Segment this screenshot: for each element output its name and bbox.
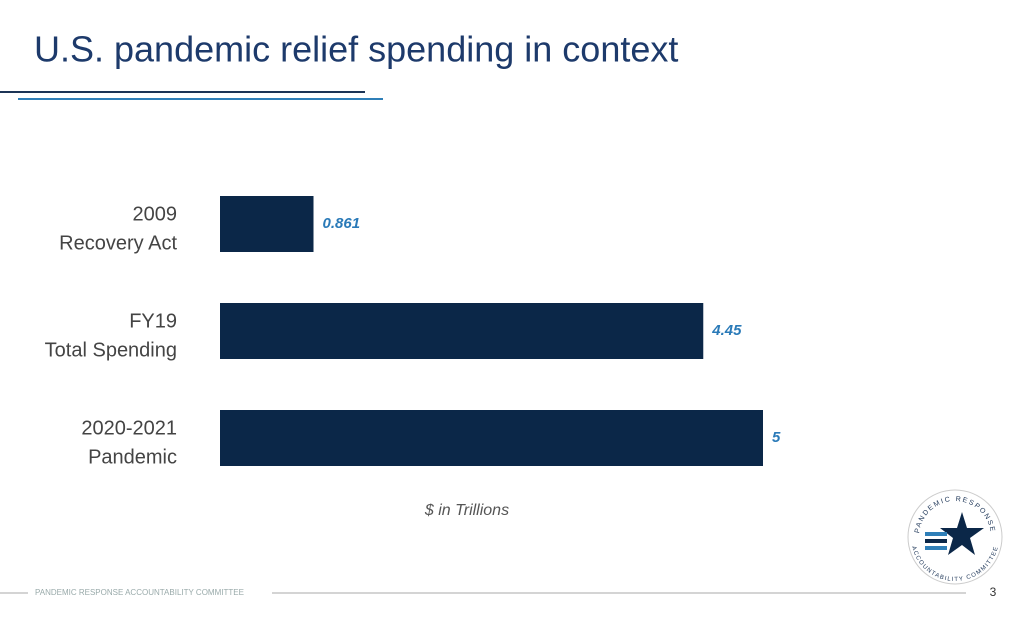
slide-title: U.S. pandemic relief spending in context xyxy=(34,29,678,70)
footer-text: PANDEMIC RESPONSE ACCOUNTABILITY COMMITT… xyxy=(35,588,244,597)
logo-stripe xyxy=(925,539,947,543)
category-label: Recovery Act xyxy=(59,232,177,254)
logo-stripe xyxy=(925,546,947,550)
category-label: Total Spending xyxy=(45,339,177,361)
category-label: 2009 xyxy=(133,203,178,225)
category-label: Pandemic xyxy=(88,446,177,468)
x-axis-label: $ in Trillions xyxy=(424,502,509,519)
value-label: 4.45 xyxy=(711,322,742,339)
logo: PANDEMIC RESPONSE ACCOUNTABILITY COMMITT… xyxy=(907,489,1003,585)
logo-star xyxy=(940,512,984,555)
bar xyxy=(220,410,763,466)
logo-stripe xyxy=(925,532,947,536)
value-label: 5 xyxy=(772,429,781,446)
page-number: 3 xyxy=(990,585,997,599)
bar xyxy=(220,196,314,252)
value-label: 0.861 xyxy=(323,215,361,232)
category-label: FY19 xyxy=(129,310,177,332)
bar xyxy=(220,303,704,359)
category-label: 2020-2021 xyxy=(81,417,177,439)
